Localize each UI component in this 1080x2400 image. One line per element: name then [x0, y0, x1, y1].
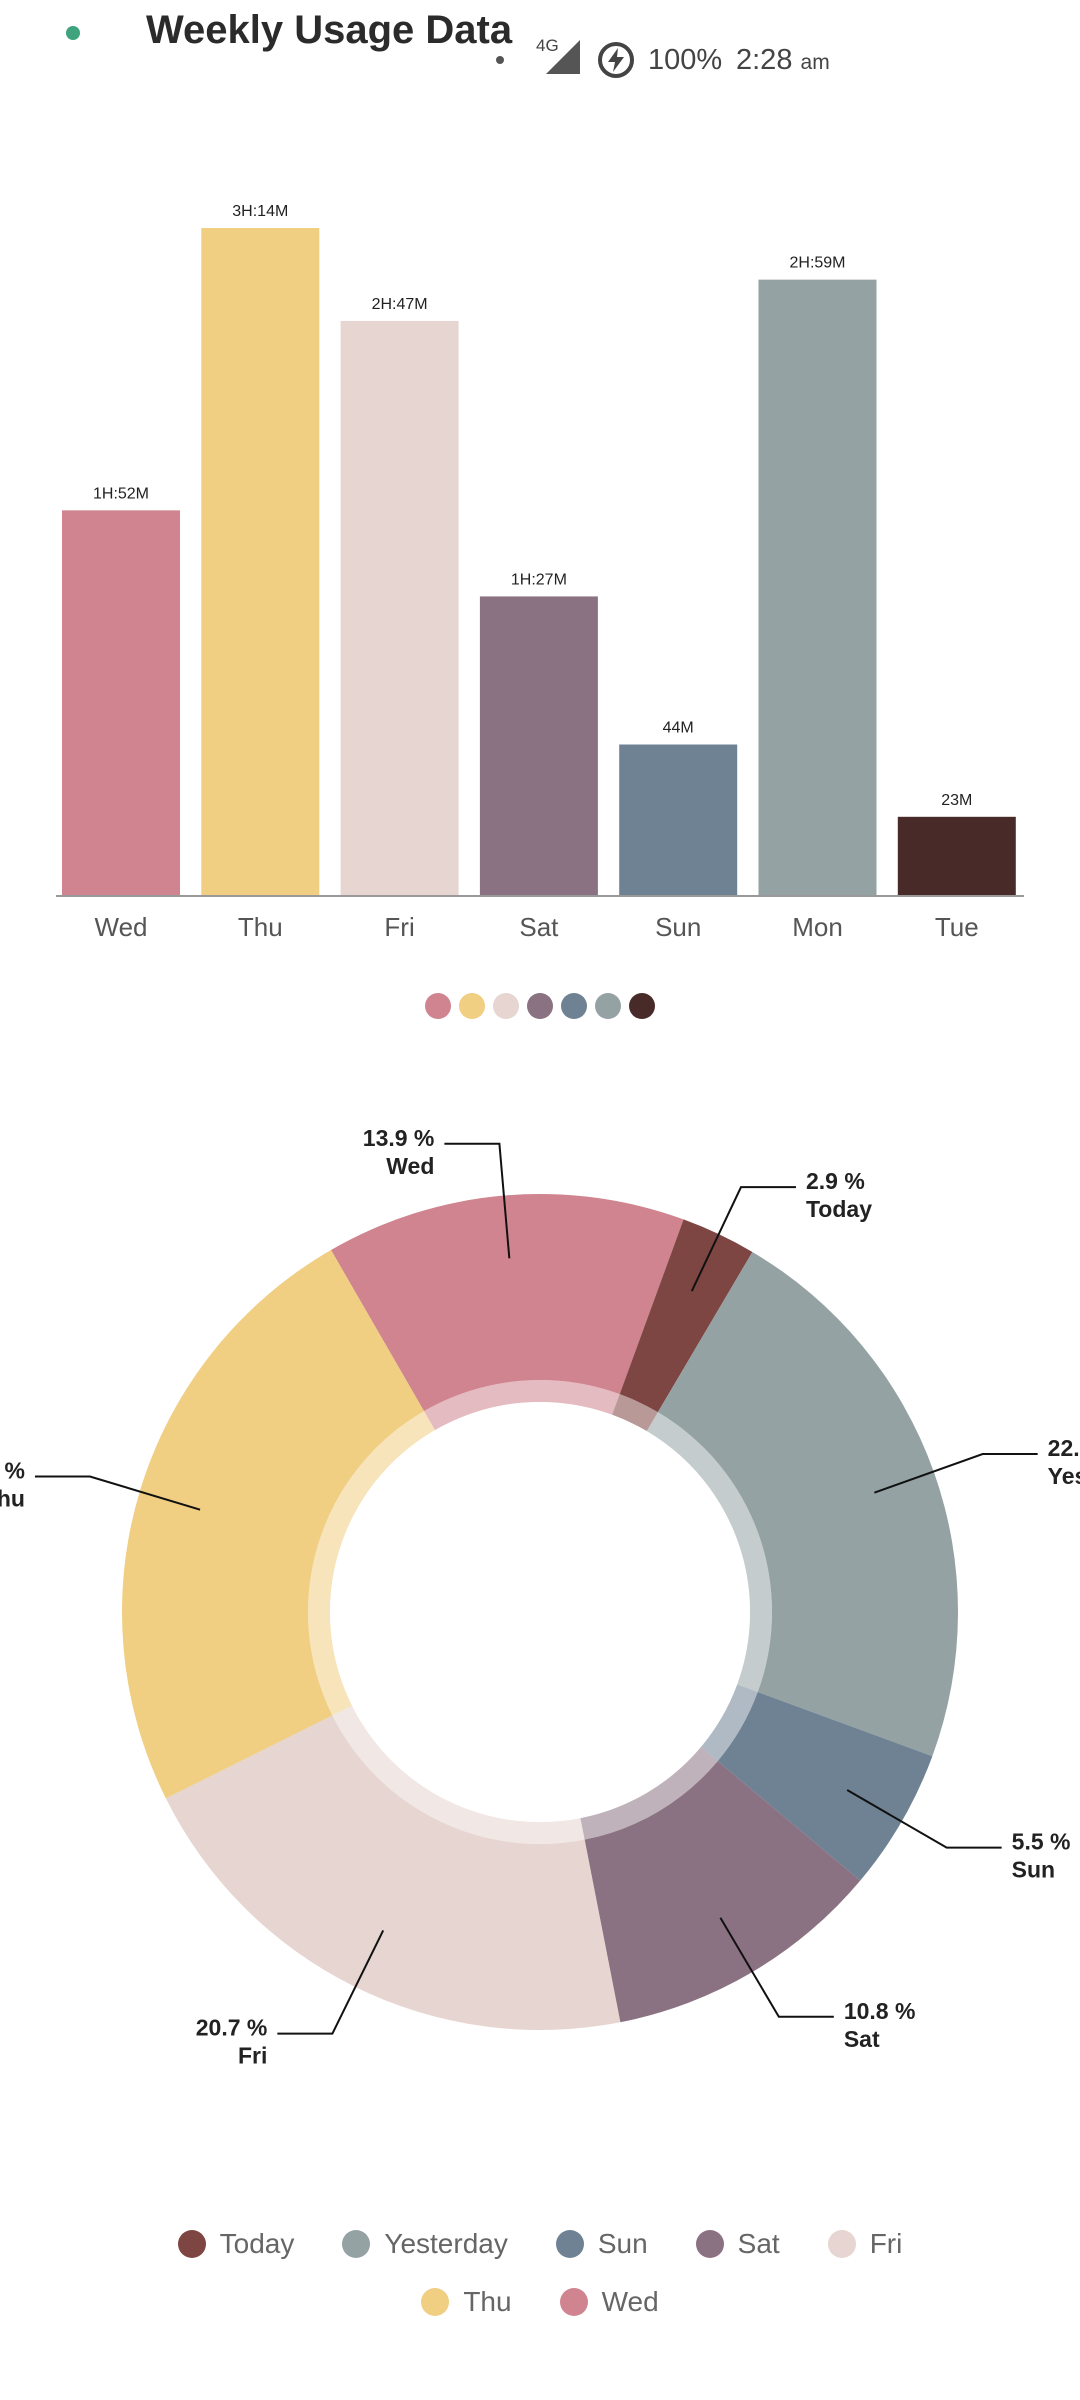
slice-percent-label: 24.0 %	[0, 1457, 25, 1483]
legend-swatch	[421, 2288, 450, 2316]
clock-time: 2:28	[736, 44, 793, 76]
leader-line	[690, 1186, 796, 1292]
legend-swatch	[342, 2230, 371, 2258]
legend-label: Sun	[597, 2228, 648, 2259]
slice-name-label: Yesterday	[1048, 1463, 1080, 1489]
donut-slice-today	[619, 1219, 753, 1413]
legend-swatch	[177, 2230, 206, 2258]
leader-line	[34, 1475, 201, 1511]
slice-name-label: Today	[806, 1196, 872, 1222]
donut-inner-ring-today	[612, 1394, 658, 1432]
legend-swatch	[559, 2288, 588, 2316]
slice-name-label: Wed	[386, 1153, 434, 1179]
clock-ampm: am	[800, 51, 830, 74]
donut-slice-yesterday	[657, 1251, 958, 1757]
bar-value-label: 1H:52M	[93, 485, 149, 502]
legend-label: Sat	[737, 2228, 780, 2259]
legend-swatch	[827, 2230, 856, 2258]
leader-line	[719, 1917, 834, 2018]
x-tick-label: Wed	[95, 912, 148, 942]
bar-sun	[619, 744, 738, 896]
bar-value-label: 23M	[941, 792, 972, 809]
bar-chart: 1H:52M Wed 3H:14M Thu 2H:47M Fri 1H:27M Sat 44M S…	[56, 203, 1024, 1019]
donut-slice-thu	[121, 1250, 424, 1799]
legend-label: Today	[219, 2228, 295, 2259]
x-tick-label: Tue	[935, 912, 979, 942]
legend-swatch	[695, 2230, 724, 2258]
legend-item-sun[interactable]: Sun	[555, 2228, 648, 2260]
bar-value-label: 44M	[663, 719, 694, 736]
donut-inner-ring-yesterday	[646, 1412, 772, 1693]
legend-item-yesterday[interactable]: Yesterday	[342, 2228, 508, 2260]
page-title: Weekly Usage Data	[146, 8, 513, 52]
bar-legend-dot-sat[interactable]	[527, 993, 553, 1019]
bar-legend-dot-tue[interactable]	[629, 993, 655, 1019]
bar-wed	[62, 510, 180, 896]
slice-percent-label: 13.9 %	[363, 1125, 435, 1151]
bar-mon	[758, 279, 877, 896]
slice-name-label: Sat	[844, 2026, 880, 2052]
legend-label: Yesterday	[384, 2228, 508, 2259]
slice-percent-label: 22.1 %	[1048, 1435, 1080, 1461]
bar-legend-dot-sun[interactable]	[561, 993, 587, 1019]
leader-line	[846, 1789, 1002, 1849]
donut-inner-ring-thu	[308, 1411, 435, 1716]
status-dot-icon	[496, 56, 504, 64]
bar-legend-dot-fri[interactable]	[493, 993, 519, 1019]
legend-item-wed[interactable]: Wed	[559, 2286, 659, 2318]
x-tick-label: Fri	[384, 912, 414, 942]
donut-inner-ring-wed	[424, 1380, 620, 1431]
legend-item-today[interactable]: Today	[177, 2228, 295, 2260]
bar-thu	[201, 228, 320, 896]
battery-level: 100%	[648, 44, 723, 76]
bar-value-label: 2H:59M	[789, 255, 845, 272]
donut-inner-ring-fri	[332, 1705, 585, 1845]
bar-legend-dot-wed[interactable]	[425, 993, 451, 1019]
donut-hole	[330, 1402, 750, 1822]
slice-name-label: Fri	[238, 2043, 267, 2069]
x-tick-label: Sat	[519, 912, 559, 942]
bar-fri	[340, 320, 459, 896]
slice-percent-label: 20.7 %	[196, 2015, 268, 2041]
bar-value-label: 2H:47M	[372, 296, 428, 313]
bar-value-label: 1H:27M	[511, 571, 567, 588]
network-type-label: 4G	[536, 36, 559, 55]
bar-sat	[479, 596, 598, 896]
bar-value-label: 3H:14M	[232, 203, 288, 220]
slice-percent-label: 2.9 %	[806, 1168, 865, 1194]
clock: 2:28 am	[736, 44, 830, 77]
legend-label: Wed	[601, 2286, 659, 2317]
bar-legend-dot-thu[interactable]	[459, 993, 485, 1019]
slice-percent-label: 5.5 %	[1012, 1829, 1071, 1855]
donut-slice-sat	[584, 1761, 861, 2023]
slice-name-label: Thu	[0, 1485, 25, 1511]
leader-line	[874, 1453, 1038, 1494]
battery-charging-icon	[598, 42, 634, 78]
donut-slice-fri	[165, 1715, 621, 2030]
slice-percent-label: 10.8 %	[844, 1998, 916, 2024]
legend-label: Thu	[463, 2286, 512, 2317]
donut-legend: Today Yesterday Sun Sat Fri Thu Wed	[100, 2228, 980, 2318]
leader-line	[277, 1930, 385, 2035]
bar-tue	[897, 816, 1016, 896]
leader-line	[444, 1142, 511, 1259]
legend-label: Fri	[869, 2228, 903, 2259]
x-tick-label: Mon	[792, 912, 843, 942]
x-tick-label: Thu	[238, 912, 283, 942]
donut-slice-wed	[331, 1194, 684, 1412]
legend-item-sat[interactable]: Sat	[695, 2228, 780, 2260]
donut-inner-ring-sun	[700, 1684, 758, 1762]
signal-icon	[546, 40, 580, 74]
legend-item-thu[interactable]: Thu	[421, 2286, 512, 2318]
notification-dot-icon	[66, 26, 80, 40]
status-bar: Weekly Usage Data 4G 100% 2:28 am	[0, 0, 1080, 120]
donut-slice-sun	[717, 1692, 933, 1881]
legend-item-fri[interactable]: Fri	[827, 2228, 903, 2260]
donut-inner-ring-sat	[580, 1746, 718, 1840]
legend-swatch	[555, 2230, 584, 2258]
x-tick-label: Sun	[655, 912, 701, 942]
slice-name-label: Sun	[1012, 1857, 1055, 1883]
bar-legend-dot-mon[interactable]	[595, 993, 621, 1019]
